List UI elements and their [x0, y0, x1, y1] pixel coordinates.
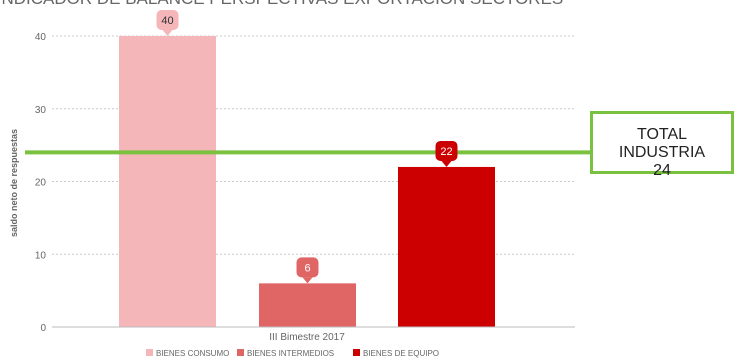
- legend-item-label: BIENES INTERMEDIOS: [247, 349, 334, 358]
- data-label-bubble: [156, 10, 179, 30]
- data-label-pointer: [302, 277, 313, 284]
- y-tick-label: 20: [35, 178, 47, 189]
- y-axis-label: saldo neto de respuestas: [9, 129, 19, 237]
- gridlines: [52, 35, 575, 255]
- legend-swatch: [146, 349, 153, 356]
- data-label-text: 6: [304, 262, 310, 274]
- total-industria-box: TOTAL INDUSTRIA 24: [590, 111, 734, 179]
- bar-bienes-de-equipo: [398, 166, 495, 327]
- data-label-text: 40: [161, 15, 173, 27]
- y-tick-label: 30: [35, 105, 47, 116]
- total-industria-value: 24: [653, 162, 671, 179]
- y-tick-label: 40: [35, 32, 47, 43]
- chart-title: INDICADOR DE BALANCE PERSPECTIVAS EXPORT…: [0, 0, 563, 8]
- legend-item-label: BIENES DE EQUIPO: [363, 349, 439, 358]
- data-label: 40: [156, 10, 179, 36]
- bars: [119, 36, 495, 327]
- x-category-label: III Bimestre 2017: [269, 332, 345, 343]
- data-label-text: 22: [440, 146, 452, 158]
- data-label-pointer: [162, 30, 173, 36]
- data-label-pointer: [441, 160, 452, 167]
- y-tick-label: 10: [35, 250, 47, 261]
- y-axis-ticks: 0 10 20 30 40: [35, 32, 47, 334]
- legend-item-label: BIENES CONSUMO: [156, 349, 229, 358]
- bar-bienes-consumo: [119, 36, 216, 327]
- total-industria-label: TOTAL INDUSTRIA: [618, 126, 706, 161]
- legend: BIENES CONSUMO BIENES INTERMEDIOS BIENES D…: [146, 349, 439, 358]
- legend-swatch: [353, 349, 360, 356]
- bar-bienes-intermedios: [259, 283, 356, 327]
- legend-swatch: [237, 349, 244, 356]
- data-label-bubble: [435, 140, 458, 161]
- data-label: 22: [435, 140, 458, 167]
- y-tick-label: 0: [40, 323, 46, 334]
- data-label: 6: [296, 257, 319, 284]
- data-labels: 40 6 22: [156, 10, 458, 284]
- data-label-bubble: [296, 257, 319, 278]
